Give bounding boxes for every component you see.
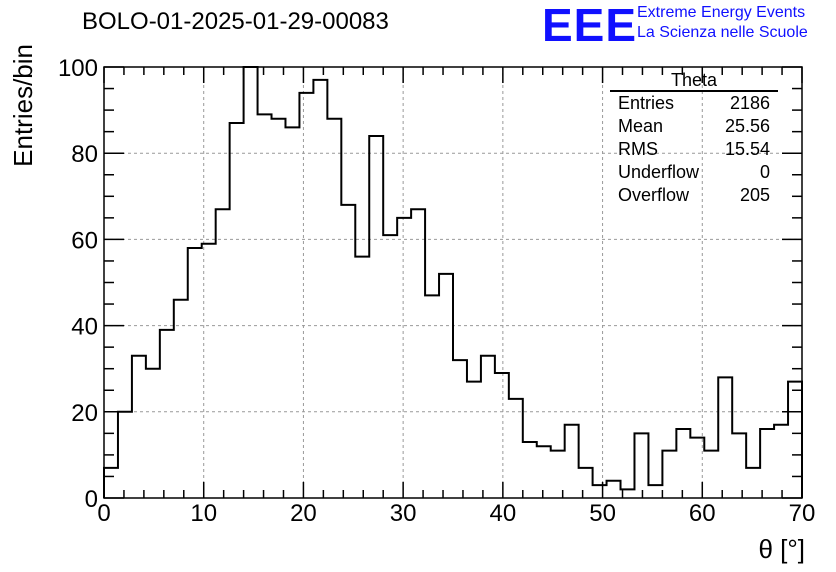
x-tick-label: 0: [97, 500, 110, 527]
x-tick-label: 60: [689, 500, 716, 527]
stats-label: Underflow: [618, 162, 700, 182]
stats-box-title: Theta: [610, 70, 778, 92]
logo-text-line-1: Extreme Energy Events: [637, 4, 806, 21]
stats-row-rms: RMS 15.54: [610, 138, 778, 161]
y-tick-label: 0: [85, 486, 98, 513]
y-axis-label: Entries/bin: [8, 44, 38, 167]
stats-value: 205: [739, 185, 770, 205]
stats-value: 0: [759, 162, 770, 182]
axis-ticks: [103, 66, 803, 499]
stats-box: Theta Entries 2186 Mean 25.56 RMS 15.54 …: [610, 70, 778, 207]
x-tick-label: 20: [290, 500, 317, 527]
y-tick-label: 80: [71, 141, 98, 168]
y-tick-label: 20: [71, 400, 98, 427]
stats-row-entries: Entries 2186: [610, 92, 778, 115]
chart-title: BOLO-01-2025-01-29-00083: [82, 8, 389, 35]
tick-labels: 0 10 20 30 40 50 60 70 0 20 40 60 80 100: [58, 55, 815, 527]
stats-row-overflow: Overflow 205: [610, 184, 778, 207]
eee-logo-icon: EEE: [542, 0, 638, 51]
y-tick-label: 40: [71, 314, 98, 341]
stats-label: Overflow: [618, 185, 690, 205]
y-tick-label: 60: [71, 227, 98, 254]
stats-label: Mean: [618, 116, 664, 136]
stats-value: 2186: [729, 93, 770, 113]
x-tick-label: 50: [589, 500, 616, 527]
stats-value: 25.56: [724, 116, 770, 136]
x-axis-label: θ [°]: [758, 534, 805, 564]
stats-row-mean: Mean 25.56: [610, 115, 778, 138]
x-tick-label: 30: [390, 500, 417, 527]
stats-label: Entries: [618, 93, 675, 113]
x-tick-label: 40: [490, 500, 517, 527]
stats-row-underflow: Underflow 0: [610, 161, 778, 184]
logo-text-line-2: La Scienza nelle Scuole: [637, 24, 808, 41]
x-tick-label: 70: [789, 500, 816, 527]
y-tick-label: 100: [58, 55, 98, 82]
plot-frame: [103, 66, 803, 499]
stats-value: 15.54: [724, 139, 770, 159]
histogram-step-line: [103, 66, 803, 498]
x-tick-label: 10: [190, 500, 217, 527]
stats-label: RMS: [618, 139, 658, 159]
